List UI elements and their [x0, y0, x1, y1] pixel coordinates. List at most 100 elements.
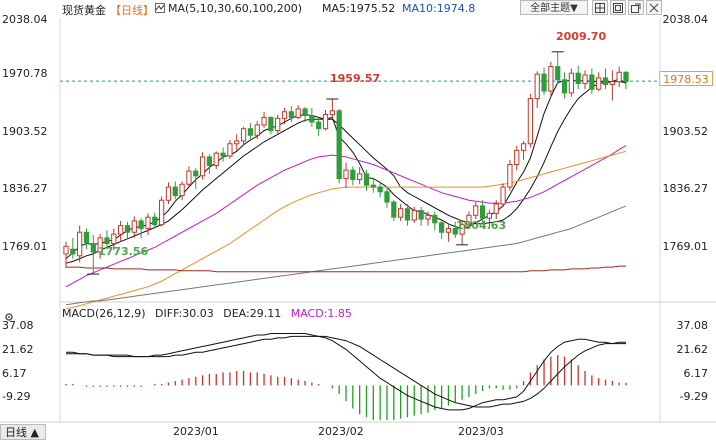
candle-30 — [268, 116, 274, 135]
candle-33 — [288, 106, 294, 123]
candle-body — [561, 79, 568, 94]
candle-body — [377, 186, 383, 193]
candle-27 — [247, 123, 254, 141]
candle-73 — [561, 72, 568, 99]
candle-body — [391, 201, 397, 218]
annotation-high2: 2009.70 — [556, 30, 607, 43]
candle-body — [220, 152, 226, 157]
period-label[interactable]: 【日线】 — [110, 4, 154, 17]
chart-header: 现货黄金 【日线】 MA(5,10,30,60,100,200) MA5:197… — [0, 0, 716, 18]
candle-63 — [493, 200, 499, 220]
candle-body — [295, 108, 301, 118]
candle-body — [124, 225, 131, 233]
candle-body — [548, 66, 554, 92]
candle-2 — [77, 225, 83, 263]
candle-body — [493, 203, 499, 214]
candle-31 — [275, 114, 281, 134]
ma-toggle-icon[interactable] — [155, 3, 165, 13]
x-tick-feb: 2023/02 — [318, 425, 364, 438]
period-tab[interactable]: 日线 ▲ — [0, 424, 46, 440]
candle-80 — [609, 70, 615, 101]
candle-body — [398, 208, 404, 218]
candle-body — [165, 186, 172, 201]
candle-67 — [520, 140, 527, 160]
expand-icon[interactable] — [610, 0, 626, 15]
candle-body — [83, 231, 90, 244]
candle-4 — [90, 235, 96, 275]
candle-14 — [158, 196, 165, 227]
candle-71 — [548, 61, 554, 97]
candle-body — [152, 216, 158, 226]
candle-body — [158, 199, 165, 226]
grid-icon[interactable] — [592, 0, 608, 15]
candle-82 — [623, 71, 629, 90]
macd-y-right-3: -9.29 — [679, 390, 708, 403]
candle-56 — [445, 224, 452, 242]
candle-body — [172, 186, 178, 197]
candle-body — [500, 186, 506, 205]
candle-28 — [254, 121, 260, 140]
macd-y-left-1: 21.62 — [2, 343, 34, 356]
candle-3 — [83, 228, 90, 250]
candle-body — [418, 210, 424, 220]
candle-body — [343, 169, 349, 180]
macd-line-diff — [66, 333, 626, 411]
candle-74 — [568, 68, 574, 97]
candle-55 — [438, 219, 445, 239]
candle-40 — [336, 108, 342, 184]
candle-20 — [199, 152, 206, 180]
candle-54 — [432, 211, 438, 231]
settings-icon[interactable] — [4, 307, 14, 321]
candle-25 — [234, 134, 240, 151]
candle-16 — [172, 181, 178, 200]
candle-75 — [575, 65, 581, 90]
close-icon[interactable] — [646, 0, 662, 15]
candle-69 — [534, 71, 540, 108]
macd-value: MACD:1.85 — [290, 307, 352, 320]
annotation-low2: 1804.63 — [456, 219, 507, 232]
ma-line-ma60 — [65, 150, 627, 309]
y-tick-right-3: 1836.27 — [662, 182, 709, 195]
candle-37 — [316, 117, 322, 137]
candle-body — [479, 205, 486, 219]
ma-lines — [65, 78, 627, 309]
candle-11 — [138, 218, 144, 238]
candle-body — [240, 128, 247, 142]
instrument-name: 现货黄金 — [62, 4, 106, 17]
ma-parameters: MA(5,10,30,60,100,200) — [168, 2, 303, 15]
y-tick-left-3: 1836.27 — [2, 182, 48, 195]
candle-body — [575, 72, 581, 85]
annotation-high1: 1959.57 — [330, 72, 381, 85]
ma-line-ma5 — [65, 78, 627, 259]
candle-body — [322, 114, 329, 130]
candle-38 — [322, 109, 329, 131]
candle-body — [281, 111, 288, 119]
candle-body — [247, 128, 254, 136]
candle-8 — [118, 220, 124, 242]
candle-body — [329, 110, 335, 116]
candle-53 — [425, 211, 431, 226]
candle-34 — [295, 105, 301, 120]
x-tick-jan: 2023/01 — [173, 425, 219, 438]
macd-y-left-0: 37.08 — [2, 319, 34, 332]
popout-icon[interactable] — [628, 0, 644, 15]
candle-body — [384, 191, 390, 203]
candle-body — [568, 72, 574, 94]
candle-70 — [541, 67, 547, 95]
candle-18 — [186, 166, 192, 188]
candle-81 — [616, 66, 622, 88]
candle-body — [131, 220, 137, 233]
candle-body — [254, 124, 260, 136]
candle-body — [589, 74, 595, 90]
candle-79 — [602, 68, 609, 90]
candle-body — [404, 208, 411, 221]
candle-body — [602, 77, 609, 85]
candle-body — [213, 152, 219, 166]
macd-line-dea — [66, 335, 626, 408]
macd-dea: DEA:29.11 — [223, 307, 282, 320]
candle-60 — [473, 202, 479, 220]
candle-body — [350, 169, 356, 181]
candle-body — [623, 71, 629, 83]
theme-dropdown-button[interactable]: 全部主题▼ — [520, 0, 588, 15]
candle-body — [507, 163, 513, 188]
